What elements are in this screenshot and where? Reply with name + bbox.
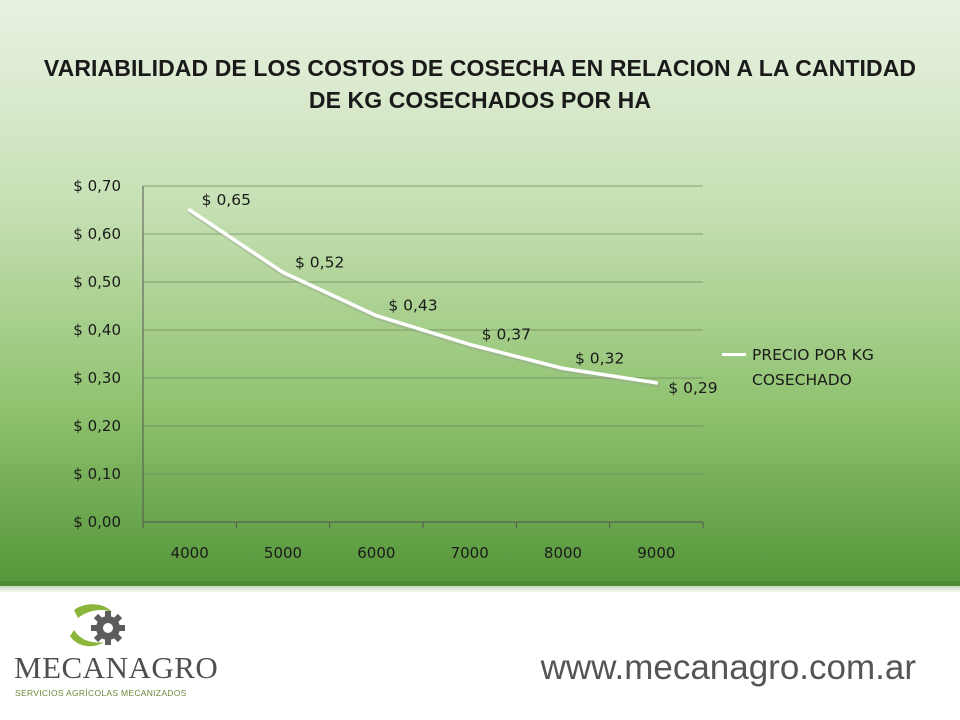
- data-point: [468, 342, 472, 346]
- x-tick-label: 4000: [171, 544, 209, 562]
- data-point: [188, 208, 192, 212]
- x-tick-label: 7000: [451, 544, 489, 562]
- x-tick-label: 5000: [264, 544, 302, 562]
- data-label: $ 0,29: [668, 379, 717, 397]
- data-point: [654, 381, 658, 385]
- x-tick-label: 6000: [357, 544, 395, 562]
- footer: [0, 592, 960, 720]
- x-tick-label: 9000: [637, 544, 675, 562]
- chart-title: VARIABILIDAD DE LOS COSTOS DE COSECHA EN…: [43, 55, 917, 113]
- data-label: $ 0,65: [202, 191, 251, 209]
- brand-subtitle: SERVICIOS AGRÍCOLAS MECANIZADOS: [15, 688, 187, 698]
- legend-swatch: [722, 353, 746, 356]
- y-tick-label: $ 0,40: [73, 321, 121, 339]
- y-tick-label: $ 0,60: [73, 225, 121, 243]
- gear-leaf-icon: [12, 600, 202, 700]
- website-url: www.mecanagro.com.ar: [540, 648, 916, 687]
- brand-name: MECANAGRO: [14, 650, 219, 685]
- data-point: [281, 270, 285, 274]
- divider-band: [0, 581, 960, 586]
- line-chart: $ 0,00 $ 0,10 $ 0,20 $ 0,30 $ 0,40 $ 0,50 $ 0,…: [73, 177, 717, 562]
- y-tick-label: $ 0,00: [73, 513, 121, 531]
- data-label: $ 0,37: [482, 325, 531, 343]
- data-point: [374, 314, 378, 318]
- divider-shadow: [0, 586, 960, 592]
- y-tick-label: $ 0,10: [73, 465, 121, 483]
- y-tick-label: $ 0,50: [73, 273, 121, 291]
- data-label: $ 0,43: [388, 297, 437, 315]
- slide-background: [0, 0, 960, 583]
- x-tick-label: 8000: [544, 544, 582, 562]
- data-point: [561, 366, 565, 370]
- y-tick-label: $ 0,20: [73, 417, 121, 435]
- legend-label: PRECIO POR KG COSECHADO: [752, 346, 874, 389]
- y-tick-label: $ 0,70: [73, 177, 121, 195]
- y-tick-label: $ 0,30: [73, 369, 121, 387]
- series-line: [187, 208, 659, 385]
- data-label: $ 0,52: [295, 253, 344, 271]
- data-label: $ 0,32: [575, 349, 624, 367]
